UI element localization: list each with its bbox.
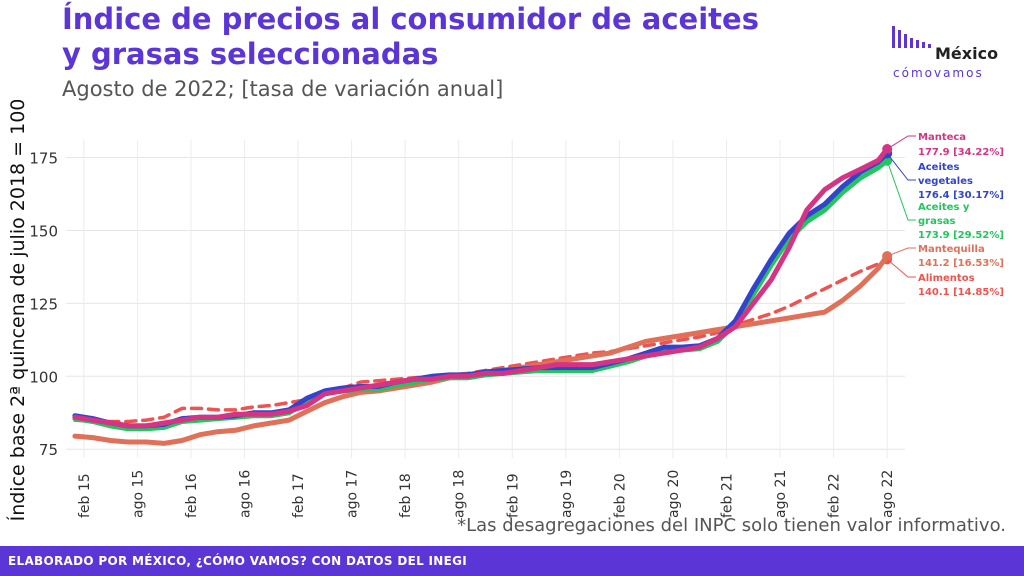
series-lines — [72, 144, 893, 446]
y-tick-label: 100 — [29, 368, 58, 386]
label-leader — [886, 258, 916, 278]
y-axis-label: Índice base 2ª quincena de julio 2018 = … — [6, 100, 29, 520]
y-tick-label: 125 — [29, 295, 58, 313]
end-label-manteca: Manteca — [918, 132, 966, 143]
end-label-mantequilla: 141.2 [16.53%] — [918, 258, 1004, 269]
grid — [66, 140, 905, 458]
series-line-aceites-y-grasas — [72, 158, 890, 432]
x-tick-label: feb 19 — [505, 473, 521, 518]
x-tick-label: ago 21 — [773, 470, 789, 518]
x-tick-label: ago 19 — [559, 470, 575, 518]
end-label-alimentos: Alimentos — [918, 273, 975, 284]
y-tick-label: 75 — [39, 441, 58, 459]
y-axis: 75 100 125 150 175 — [29, 150, 58, 460]
logo-text-como-vamos: cómovamos — [893, 66, 984, 80]
end-labels: Manteca 177.9 [34.22%] Aceites vegetales 176… — [886, 132, 1004, 298]
footer-bar: ELABORADO POR MÉXICO, ¿CÓMO VAMOS? CON D… — [0, 546, 1024, 576]
end-label-aceites-y-grasas: 173.9 [29.52%] — [918, 230, 1004, 241]
label-leader — [886, 135, 916, 150]
end-label-manteca: 177.9 [34.22%] — [918, 147, 1004, 158]
label-leader — [886, 153, 916, 181]
label-leader — [886, 160, 916, 221]
x-tick-label: feb 17 — [291, 473, 307, 518]
x-tick-label: ago 20 — [666, 470, 682, 518]
x-tick-label: ago 17 — [345, 470, 361, 518]
series-line-manteca — [72, 146, 890, 429]
label-leader — [886, 247, 916, 257]
end-label-mantequilla: Mantequilla — [918, 244, 985, 255]
x-tick-label: ago 16 — [238, 470, 254, 518]
x-tick-label: feb 21 — [719, 473, 735, 518]
footnote: *Las desagregaciones del INPC solo tiene… — [457, 515, 1006, 536]
x-tick-label: ago 18 — [452, 470, 468, 518]
chart-title: Índice de precios al consumidor de aceit… — [62, 2, 822, 72]
footer-text: ELABORADO POR MÉXICO, ¿CÓMO VAMOS? CON D… — [8, 554, 468, 568]
end-label-aceites-vegetales: 176.4 [30.17%] — [918, 190, 1004, 201]
end-label-alimentos: 140.1 [14.85%] — [918, 287, 1004, 298]
x-tick-label: feb 18 — [398, 473, 414, 518]
end-label-aceites-vegetales: Aceites — [918, 162, 959, 173]
end-label-aceites-y-grasas: Aceites y — [918, 202, 970, 213]
x-axis: feb 15 ago 15 feb 16 ago 16 feb 17 ago 17 feb … — [77, 470, 896, 518]
y-tick-label: 175 — [29, 150, 58, 168]
x-tick-label: ago 15 — [130, 470, 146, 518]
x-tick-label: feb 22 — [827, 473, 843, 518]
x-tick-label: feb 20 — [612, 473, 628, 518]
x-tick-label: ago 22 — [880, 470, 896, 518]
title-line-2: y grasas seleccionadas — [62, 37, 439, 71]
logo-text-mexico: México — [935, 44, 999, 63]
x-tick-label: feb 15 — [77, 473, 93, 518]
chart-subtitle: Agosto de 2022; [tasa de variación anual… — [62, 77, 504, 101]
end-label-aceites-vegetales: vegetales — [918, 176, 973, 187]
mexico-como-vamos-logo — [892, 26, 931, 48]
title-line-1: Índice de precios al consumidor de aceit… — [62, 2, 759, 36]
x-tick-label: feb 16 — [184, 473, 200, 518]
end-label-aceites-y-grasas: grasas — [918, 216, 956, 227]
y-tick-label: 150 — [29, 222, 58, 240]
